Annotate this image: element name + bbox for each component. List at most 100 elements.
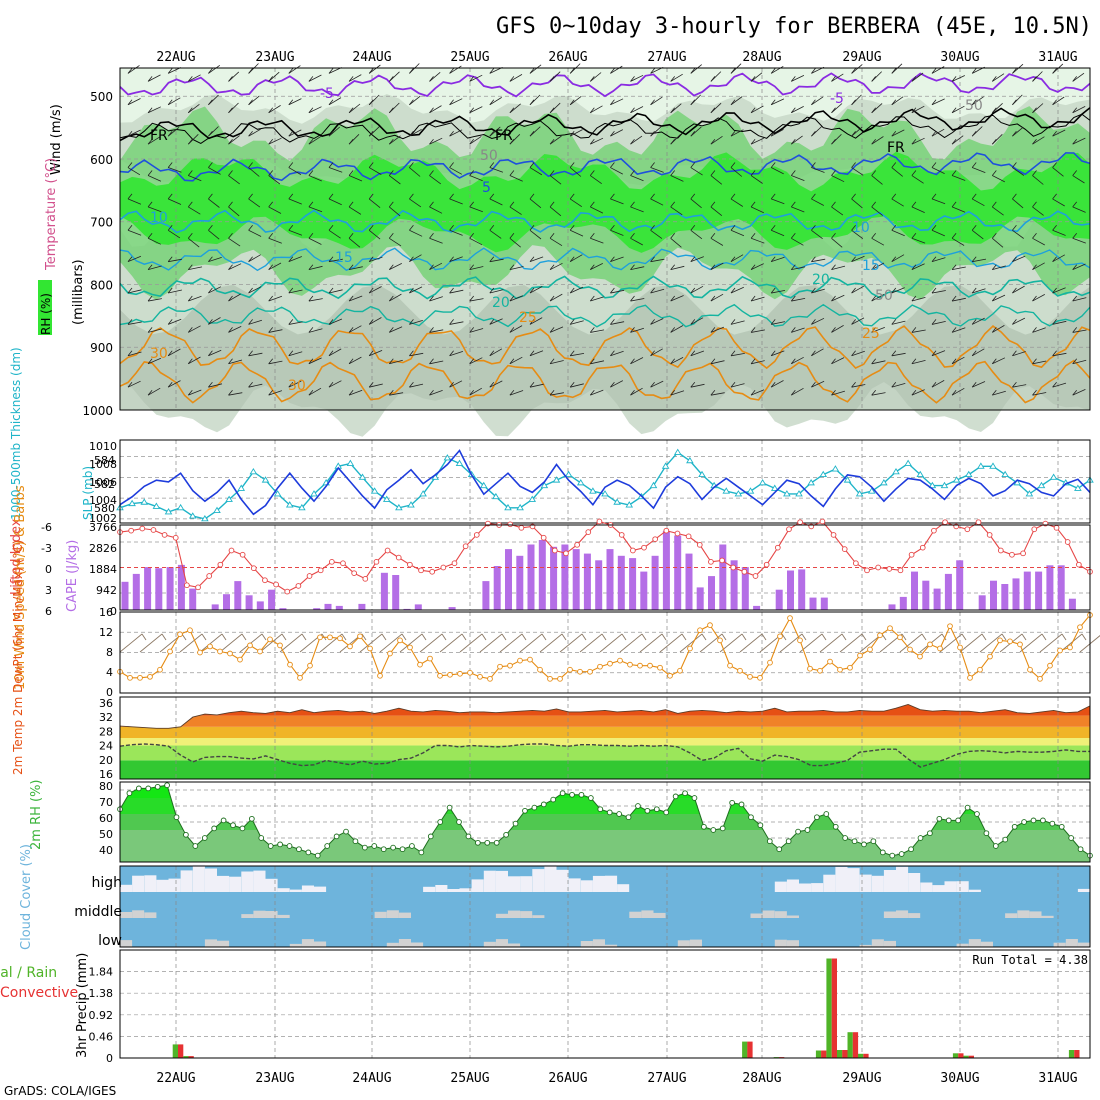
wind-barb [188,295,202,302]
rh-point [211,825,218,832]
wind-speed-point [137,674,143,681]
wind-barb [710,262,724,271]
wind-speed-point [617,657,623,664]
wind-barb [1012,99,1017,106]
wind-barb [839,633,863,653]
rh-point [748,814,754,821]
wind-speed-point [547,675,553,682]
rh-point [277,841,283,848]
rh-point [625,814,632,821]
cloud-high-bar [871,875,884,892]
wind-barb [1052,130,1057,137]
wind-barb [831,390,846,396]
rh-point [1049,820,1056,827]
cape-bar [933,588,941,610]
precip-axis-label: 3hr Precip (mm) [75,953,90,1058]
cloud-low-bar [217,940,230,947]
cloud-low-bar [314,941,327,947]
wind-barb [147,74,161,82]
wind-barb [509,170,515,176]
wind-barb [308,358,314,365]
wind-barb [610,98,624,106]
contour-label: 25 [862,326,880,342]
wind-barb [429,360,444,365]
wind-barb [891,167,903,177]
wind-barb [469,327,475,333]
wind-barb [811,288,825,294]
rh-point [955,817,962,824]
wind-speed-point [167,648,173,655]
wind-barb [509,138,515,145]
wind-barb [489,258,504,263]
lifted-index-point [395,554,402,561]
wind-speed-point [227,650,233,657]
wind-barb [228,175,240,185]
wind-barb [167,350,173,357]
wind-speed-point [387,650,393,657]
wind-barb [388,138,394,145]
wind-barb [750,175,763,184]
contour-label: 50 [480,148,498,164]
wind-barb [1072,389,1078,396]
temp-band [120,704,1090,716]
wind-barb [248,162,253,168]
lifted-index-point [161,532,168,538]
wind-barb [549,327,555,333]
lifted-index-point [719,557,725,564]
wind-barb [409,352,424,357]
wind-barb [1032,136,1045,145]
wind-barb [261,633,267,641]
wind-speed-point [1017,641,1023,648]
wind-barb [429,358,434,365]
wind-barb [147,138,153,145]
wind-barb [610,321,625,325]
wind-barb [1012,381,1017,388]
pressure-tick: 1000 [82,404,113,418]
wind-barb [670,103,682,114]
wind-barb [1012,256,1017,262]
cape-bar [1068,598,1076,610]
wind-speed-point [827,658,833,665]
wind-barb [187,264,193,270]
thickness-point [140,498,149,505]
cloud-high-bar [823,874,836,892]
wind-barb [891,99,897,106]
wind-barb [308,206,323,213]
wind-barb [288,289,303,294]
wind-barb [821,633,827,641]
wind-speed-point [317,634,323,641]
wind-barb [630,135,643,145]
wind-barb [1052,167,1064,177]
rh-bands [120,785,1090,862]
lifted-index-point [763,561,770,568]
date-label-top: 23AUG [255,50,294,65]
wind-barb [449,256,463,263]
wind-barb [409,286,423,294]
lifted-index-point [139,525,146,532]
rh-point [578,791,585,798]
wind-barb [811,167,825,173]
precip-convective-bar [958,1053,964,1058]
lifted-index-point [150,527,157,533]
wind-barb [941,633,947,641]
wind-barb [429,137,443,145]
wind-barb [1072,170,1078,176]
precip-total-bar [963,1055,969,1058]
wind-barb [569,167,582,177]
cloud-high-bar [556,869,569,892]
wind-barb [589,389,595,396]
wind-barb [368,68,374,74]
wind-barb [630,170,635,176]
wind-barb [811,162,816,168]
cloud-mid-bar [750,913,763,918]
wind-barb [730,350,736,357]
wind-barb [429,389,434,396]
wind-barb [710,295,716,302]
wind-speed-point [957,644,963,651]
wind-barb [771,229,785,237]
thickness-point [1025,490,1034,497]
lifted-index-point [373,558,380,565]
wind-barb [449,225,454,231]
wind-speed-point [1067,644,1073,651]
wind-barb [1032,206,1044,216]
